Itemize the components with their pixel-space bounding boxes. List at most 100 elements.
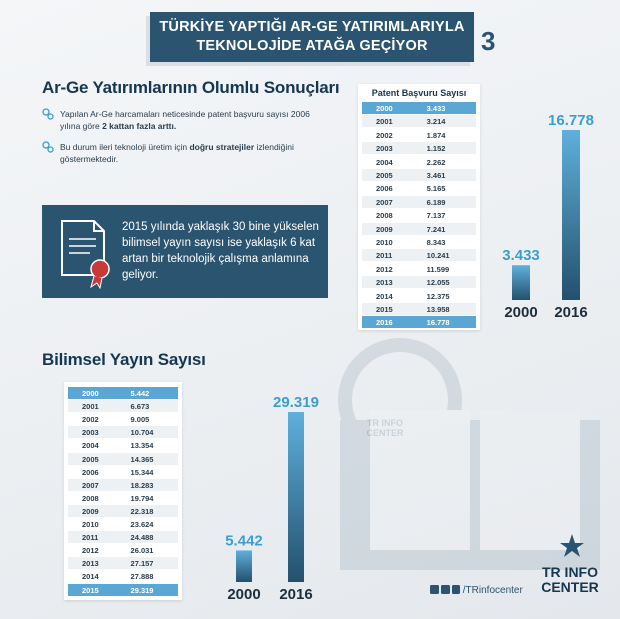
publications-value: 24.488 — [130, 533, 154, 543]
patent-value: 6.189 — [426, 197, 446, 207]
bullet-2: Bu durum ileri teknoloji üretim için doğ… — [42, 141, 312, 165]
patent-year: 2002 — [376, 130, 393, 140]
bar-value-label: 29.319 — [273, 394, 319, 411]
publications-year: 2012 — [82, 546, 99, 556]
publications-value: 6.673 — [130, 402, 150, 412]
bullet-1-pre: Yapılan Ar-Ge harcamaları neticesinde pa… — [60, 109, 310, 131]
patent-row: 2013 12.055 — [362, 276, 476, 289]
title-banner: TÜRKİYE YAPTIĞI AR-GE YATIRIMLARIYLA TEK… — [150, 12, 474, 62]
patent-year: 2013 — [376, 278, 393, 288]
publications-value: 13.354 — [130, 441, 154, 451]
publications-row: 2014 27.888 — [68, 570, 178, 582]
bar-category-label: 2000 — [504, 304, 537, 321]
patent-row: 2012 11.599 — [362, 263, 476, 275]
patent-value: 16.778 — [426, 318, 450, 328]
patent-year: 2009 — [376, 224, 393, 234]
publications-year: 2001 — [82, 402, 99, 412]
publications-row: 2012 26.031 — [68, 544, 178, 556]
bar-2016 — [288, 412, 304, 582]
publications-year: 2014 — [82, 572, 99, 582]
patent-year: 2003 — [376, 144, 393, 154]
patent-value: 7.241 — [426, 224, 446, 234]
publications-year: 2009 — [82, 506, 99, 516]
publications-value: 10.704 — [130, 428, 154, 438]
patent-row: 2010 8.343 — [362, 236, 476, 248]
social-handle[interactable]: /TRinfocenter — [430, 585, 523, 596]
bar-2000 — [512, 265, 530, 300]
patent-value: 5.165 — [426, 184, 446, 194]
results-title: Ar-Ge Yatırımlarının Olumlu Sonuçları — [42, 78, 340, 97]
patent-value: 3.461 — [426, 171, 446, 180]
bullet-dots-icon — [42, 108, 54, 120]
publications-row: 2001 6.673 — [68, 400, 178, 413]
bullet-1-text: Yapılan Ar-Ge harcamaları neticesinde pa… — [60, 108, 312, 132]
publications-value: 14.365 — [130, 454, 154, 464]
publications-row: 2008 19.794 — [68, 492, 178, 504]
publications-value: 15.344 — [130, 467, 154, 477]
bar-2000 — [236, 550, 252, 582]
publications-year: 2007 — [82, 480, 99, 490]
patent-value: 2.262 — [426, 157, 446, 167]
publications-value: 26.031 — [130, 546, 154, 556]
publications-year: 2006 — [82, 467, 99, 477]
publications-year: 2013 — [82, 559, 99, 569]
publications-value: 23.624 — [130, 520, 154, 529]
bar-category-label: 2016 — [554, 304, 587, 321]
publications-year: 2002 — [82, 415, 99, 425]
publications-row: 2002 9.005 — [68, 413, 178, 425]
bullet-2-pre: Bu durum ileri teknoloji üretim için — [60, 142, 190, 152]
patent-row: 2005 3.461 — [362, 169, 476, 181]
patent-year: 2006 — [376, 184, 393, 194]
quote-text: 2015 yılında yaklaşık 30 bine yükselen b… — [122, 221, 319, 281]
patent-value: 13.958 — [426, 305, 450, 314]
publications-row: 2010 23.624 — [68, 518, 178, 530]
title-line-2: TEKNOLOJİDE ATAĞA GEÇİYOR — [196, 38, 428, 54]
watermark-text: TR INFO CENTER — [355, 418, 415, 438]
patent-value: 3.214 — [426, 117, 446, 127]
watermark-book — [338, 338, 600, 570]
publications-row: 2005 14.365 — [68, 452, 178, 465]
patent-row: 2002 1.874 — [362, 129, 476, 141]
bar-category-label: 2000 — [227, 586, 260, 603]
publications-value: 27.888 — [130, 572, 154, 582]
publications-year: 2005 — [82, 454, 99, 464]
patent-row: 2000 3.433 — [362, 102, 476, 114]
bar-value-label: 5.442 — [225, 532, 263, 549]
patent-year: 2016 — [376, 318, 393, 328]
patent-value: 1.874 — [426, 130, 446, 140]
patent-table-title: Patent Başvuru Sayısı — [371, 88, 467, 98]
publications-row: 2011 24.488 — [68, 531, 178, 544]
publications-year: 2015 — [82, 585, 99, 595]
publications-value: 9.005 — [130, 415, 150, 425]
patent-value: 11.599 — [426, 264, 450, 274]
patent-row: 2016 16.778 — [362, 316, 476, 329]
patent-year: 2008 — [376, 211, 393, 221]
title-line-1: TÜRKİYE YAPTIĞI AR-GE YATIRIMLARIYLA — [159, 19, 465, 35]
patent-year: 2001 — [376, 117, 393, 127]
watermark-line1: TR INFO — [367, 418, 403, 428]
patent-row: 2011 10.241 — [362, 249, 476, 262]
patent-value: 7.137 — [426, 211, 446, 221]
patent-row: 2014 12.375 — [362, 290, 476, 302]
bar-value-label: 16.778 — [548, 112, 594, 129]
publications-row: 2003 10.704 — [68, 426, 178, 439]
bullet-2-bold: doğru stratejiler — [189, 142, 255, 152]
patent-year: 2011 — [376, 251, 393, 261]
patent-row: 2004 2.262 — [362, 156, 476, 168]
patent-year: 2004 — [376, 157, 393, 167]
patent-row: 2015 13.958 — [362, 303, 476, 315]
bullet-2-text: Bu durum ileri teknoloji üretim için doğ… — [60, 141, 312, 165]
quote-box: 2015 yılında yaklaşık 30 bine yükselen b… — [42, 205, 328, 298]
patent-value: 3.433 — [426, 104, 446, 113]
bar-category-label: 2016 — [279, 586, 312, 603]
publications-row: 2009 22.318 — [68, 504, 178, 517]
watermark-line2: CENTER — [366, 428, 404, 438]
social-icons — [430, 585, 460, 595]
publications-value: 19.794 — [130, 493, 154, 503]
publications-value: 27.157 — [130, 559, 154, 569]
publications-row: 2006 15.344 — [68, 466, 178, 478]
patent-row: 2003 1.152 — [362, 142, 476, 155]
bar-2016 — [562, 130, 580, 300]
publications-value: 18.283 — [130, 480, 154, 490]
publications-row: 2007 18.283 — [68, 478, 178, 491]
